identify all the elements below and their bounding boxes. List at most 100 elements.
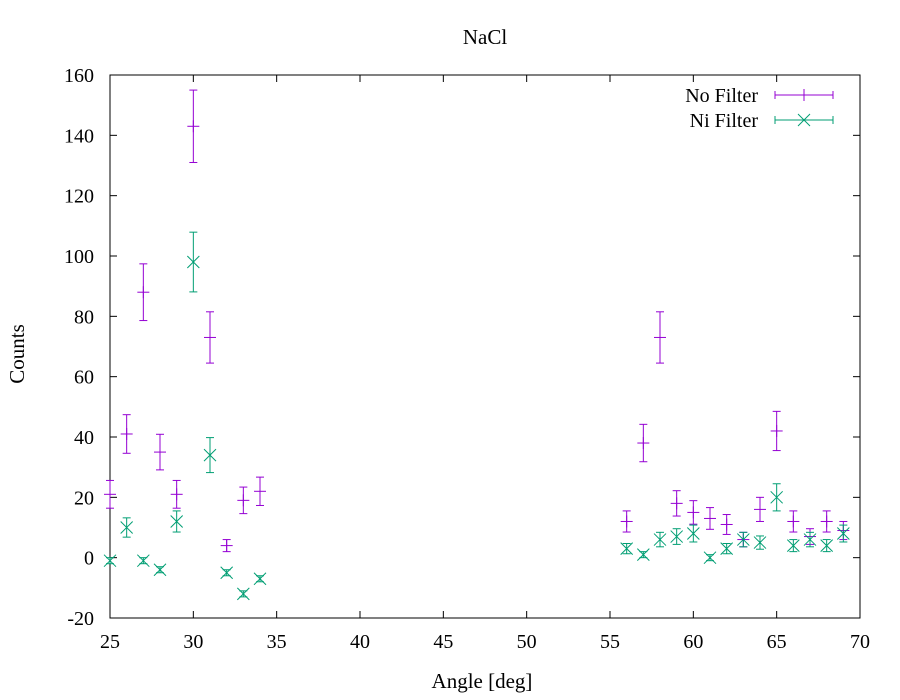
data-point bbox=[787, 510, 800, 533]
cross-marker-b bbox=[736, 533, 750, 546]
cross-marker-b bbox=[653, 533, 667, 546]
y-tick-label: 120 bbox=[64, 186, 94, 208]
cross-marker-b bbox=[253, 572, 267, 586]
x-axis-label: Angle [deg] bbox=[432, 669, 533, 693]
data-point bbox=[653, 531, 667, 548]
cross-marker-b bbox=[103, 554, 117, 568]
data-point bbox=[220, 566, 234, 580]
data-point bbox=[686, 524, 700, 543]
data-point bbox=[136, 554, 150, 568]
x-tick-label: 65 bbox=[767, 631, 787, 653]
legend-label: No Filter bbox=[685, 85, 758, 107]
data-point bbox=[820, 539, 834, 553]
series-2 bbox=[103, 231, 850, 601]
cross-marker-b bbox=[703, 551, 717, 565]
data-point bbox=[770, 483, 784, 512]
x-tick-label: 45 bbox=[433, 631, 453, 653]
cross-marker-b bbox=[820, 539, 834, 552]
data-point bbox=[687, 500, 700, 525]
y-tick-label: 160 bbox=[64, 65, 94, 87]
cross-marker-b bbox=[170, 515, 184, 528]
y-tick-label: 100 bbox=[64, 246, 94, 268]
data-point bbox=[170, 510, 184, 533]
cross-marker-b bbox=[220, 566, 234, 580]
cross-marker-b bbox=[770, 490, 784, 504]
data-point bbox=[186, 231, 200, 293]
data-point bbox=[104, 479, 116, 509]
x-tick-label: 70 bbox=[850, 631, 870, 653]
data-point bbox=[836, 524, 850, 543]
cross-marker-b bbox=[620, 542, 634, 555]
legend-swatch bbox=[774, 89, 834, 101]
data-point bbox=[154, 433, 166, 471]
cross-marker-b bbox=[120, 521, 134, 534]
data-point bbox=[620, 510, 633, 533]
cross-marker-b bbox=[720, 542, 734, 555]
data-point bbox=[637, 423, 650, 463]
cross-marker-b bbox=[753, 536, 767, 549]
cross-marker-b bbox=[686, 527, 700, 540]
data-point bbox=[720, 514, 733, 535]
data-point bbox=[103, 554, 117, 568]
data-point bbox=[120, 414, 133, 454]
data-point bbox=[704, 507, 716, 530]
y-tick-label: 80 bbox=[74, 306, 94, 328]
y-tick-label: 140 bbox=[64, 125, 94, 147]
cross-marker-b bbox=[670, 530, 684, 543]
chart-title: NaCl bbox=[463, 25, 507, 49]
y-tick-label: 60 bbox=[74, 367, 94, 389]
x-tick-label: 35 bbox=[267, 631, 287, 653]
cross-marker-b bbox=[236, 587, 250, 601]
data-point bbox=[120, 517, 134, 538]
cross-marker-b bbox=[636, 548, 650, 562]
x-tick-label: 60 bbox=[683, 631, 703, 653]
data-point bbox=[770, 410, 783, 452]
axes: 25 30 35 40 45 50 55 60 65 70 -20 0 20 40 60 80 100 120 14… bbox=[64, 65, 870, 653]
cross-marker-b bbox=[836, 527, 850, 540]
data-point bbox=[203, 437, 217, 474]
y-tick-label: 40 bbox=[74, 427, 94, 449]
data-point bbox=[654, 311, 666, 364]
data-point bbox=[720, 542, 734, 555]
data-point bbox=[786, 539, 800, 553]
data-point bbox=[170, 479, 183, 509]
data-point bbox=[820, 510, 833, 533]
legend-label: Ni Filter bbox=[690, 110, 759, 132]
cross-marker-b bbox=[186, 255, 200, 269]
data-point bbox=[753, 535, 767, 550]
data-point bbox=[137, 263, 150, 322]
x-tick-label: 55 bbox=[600, 631, 620, 653]
data-point bbox=[754, 496, 766, 522]
legend: No Filter Ni Filter bbox=[685, 85, 834, 132]
y-axis-label: Counts bbox=[5, 324, 29, 384]
legend-swatch bbox=[774, 113, 834, 127]
data-point bbox=[237, 486, 250, 515]
data-point bbox=[670, 490, 683, 517]
data-point bbox=[620, 542, 634, 555]
cross-marker-b bbox=[153, 563, 167, 577]
data-point bbox=[254, 476, 266, 506]
cross-marker-b bbox=[786, 539, 800, 552]
data-point bbox=[220, 539, 233, 553]
cross-marker-b bbox=[803, 533, 817, 546]
data-point bbox=[253, 572, 267, 586]
y-tick-label: -20 bbox=[67, 608, 94, 630]
data-point bbox=[670, 528, 684, 545]
data-point bbox=[803, 531, 817, 548]
data-point bbox=[736, 531, 750, 548]
plot-border bbox=[109, 74, 861, 619]
data-point bbox=[636, 548, 650, 562]
cross-marker-b bbox=[136, 554, 150, 568]
data-point bbox=[204, 311, 216, 364]
x-tick-label: 40 bbox=[350, 631, 370, 653]
cross-marker-b bbox=[203, 448, 217, 462]
data-point bbox=[187, 89, 200, 163]
x-tick-label: 50 bbox=[517, 631, 537, 653]
data-series bbox=[103, 89, 850, 601]
y-tick-label: 0 bbox=[84, 548, 94, 570]
y-tick-label: 20 bbox=[74, 487, 94, 509]
legend-marker-b bbox=[797, 113, 811, 127]
data-point bbox=[153, 563, 167, 577]
